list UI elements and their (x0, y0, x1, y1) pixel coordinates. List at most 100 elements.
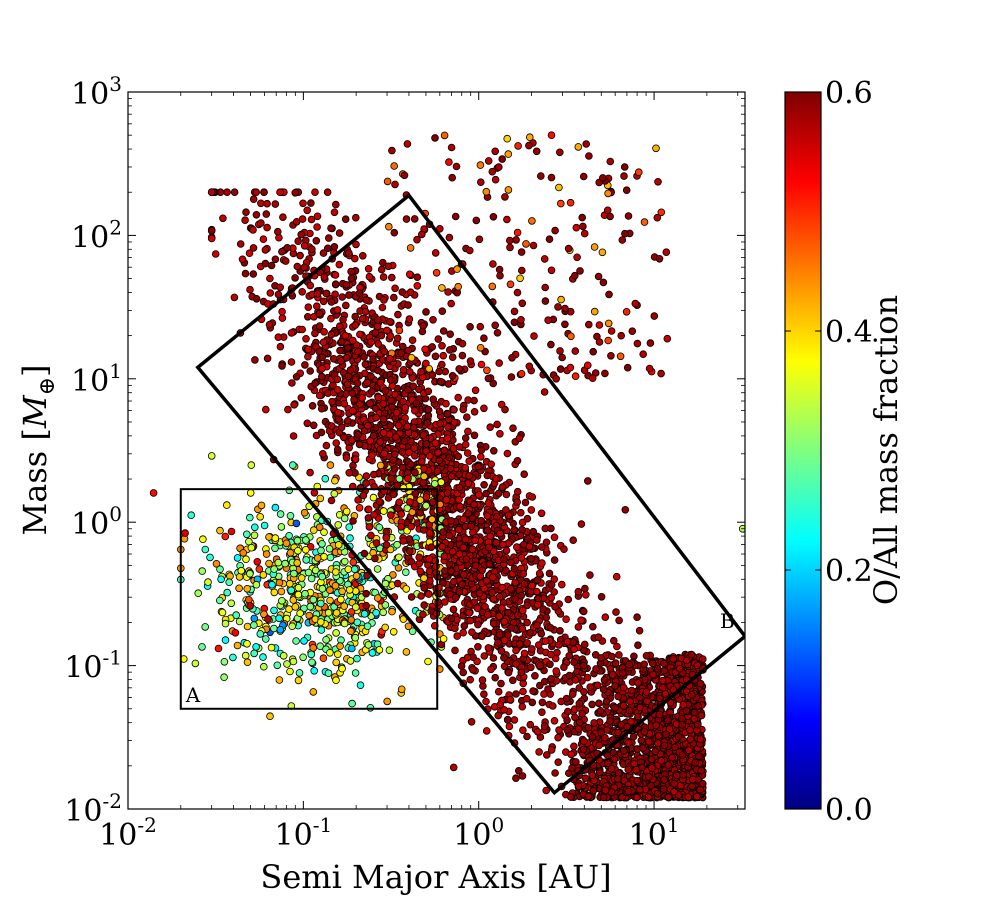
data-point (373, 609, 380, 616)
data-point (571, 659, 578, 666)
data-point (632, 300, 639, 307)
data-point (337, 643, 344, 650)
data-point (338, 338, 345, 345)
data-point (462, 464, 469, 471)
data-point (475, 643, 482, 650)
data-point (537, 662, 544, 669)
data-point (188, 512, 195, 519)
data-point (411, 407, 418, 414)
data-point (628, 687, 635, 694)
data-point (497, 530, 504, 537)
data-point (367, 400, 374, 407)
data-point (414, 282, 421, 289)
data-point (374, 566, 381, 573)
data-point (616, 617, 623, 624)
data-point (407, 245, 414, 252)
data-point (253, 581, 260, 588)
data-point (267, 713, 274, 720)
data-point (348, 617, 355, 624)
data-point (387, 512, 394, 519)
data-point (364, 379, 371, 386)
data-point (394, 580, 401, 587)
data-point (548, 525, 555, 532)
data-point (596, 769, 603, 776)
data-point (659, 684, 666, 691)
data-point (635, 169, 642, 176)
data-point (195, 590, 202, 597)
data-point (513, 691, 520, 698)
data-point (596, 742, 603, 749)
data-point (430, 316, 437, 323)
data-point (562, 305, 569, 312)
data-point (304, 420, 311, 427)
data-point (388, 274, 395, 281)
data-point (605, 337, 612, 344)
scatter-points (150, 132, 746, 801)
data-point (618, 332, 625, 339)
data-point (565, 245, 572, 252)
data-point (291, 570, 298, 577)
data-point (381, 348, 388, 355)
data-point (333, 630, 340, 637)
data-point (320, 298, 327, 305)
data-point (528, 507, 535, 514)
data-point (426, 453, 433, 460)
data-point (403, 649, 410, 656)
data-point (613, 609, 620, 616)
data-point (483, 728, 490, 735)
data-point (520, 727, 527, 734)
data-point (228, 528, 235, 535)
data-point (309, 659, 316, 666)
data-point (307, 368, 314, 375)
data-point (495, 164, 502, 171)
data-point (411, 216, 418, 223)
data-point (319, 450, 326, 457)
data-point (312, 189, 319, 196)
data-point (619, 794, 626, 801)
data-point (400, 485, 407, 492)
data-point (350, 559, 357, 566)
data-point (507, 696, 514, 703)
data-point (460, 544, 467, 551)
data-point (505, 151, 512, 158)
data-point (511, 527, 518, 534)
data-point (318, 405, 325, 412)
data-point (542, 284, 549, 291)
data-point (208, 189, 215, 196)
data-point (524, 640, 531, 647)
data-point (368, 388, 375, 395)
data-point (334, 376, 341, 383)
data-point (320, 655, 327, 662)
data-point (429, 344, 436, 351)
data-point (521, 650, 528, 657)
data-point (534, 622, 541, 629)
data-point (579, 214, 586, 221)
data-point (401, 172, 408, 179)
data-point (545, 686, 552, 693)
data-point (519, 519, 526, 526)
data-point (253, 644, 260, 651)
data-point (305, 569, 312, 576)
data-point (244, 640, 251, 647)
data-point (597, 707, 604, 714)
data-point (407, 289, 414, 296)
data-point (404, 141, 411, 148)
data-point (277, 189, 284, 196)
data-point (538, 510, 545, 517)
data-point (562, 321, 569, 328)
data-point (296, 670, 303, 677)
data-point (518, 669, 525, 676)
data-point (388, 475, 395, 482)
data-point (646, 773, 653, 780)
data-point (349, 700, 356, 707)
data-point (612, 660, 619, 667)
data-point (462, 435, 469, 442)
data-point (516, 641, 523, 648)
data-point (393, 434, 400, 441)
data-point (423, 309, 430, 316)
data-point (217, 527, 224, 534)
data-point (381, 450, 388, 457)
data-point (490, 574, 497, 581)
data-point (278, 524, 285, 531)
data-point (343, 454, 350, 461)
